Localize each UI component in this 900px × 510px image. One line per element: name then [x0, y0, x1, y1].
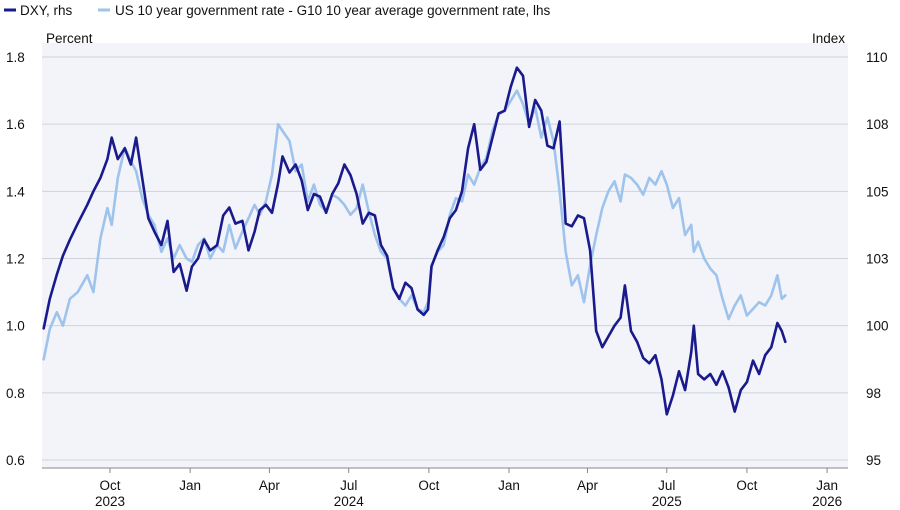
- right-tick-label: 100: [866, 319, 889, 334]
- x-tick-label: Oct: [418, 478, 439, 493]
- x-tick-label: Jan: [816, 478, 838, 493]
- right-tick-label: 98: [866, 386, 881, 401]
- legend-label-rate-spread: US 10 year government rate - G10 10 year…: [115, 3, 550, 18]
- x-tick-label: Oct: [99, 478, 120, 493]
- x-tick-label: Jul: [340, 478, 357, 493]
- series-line-rate-spread: [42, 89, 787, 361]
- x-tick-label: Jan: [498, 478, 520, 493]
- gridlines: [42, 56, 848, 461]
- axes: 0.6 0.8 1.0 1.2 1.4 1.6 1.8 95 98 100 103 105 108 110…: [6, 50, 889, 509]
- x-year-label: 2024: [334, 494, 365, 509]
- x-tick-label: Apr: [259, 478, 281, 493]
- left-tick-label: 1.2: [6, 252, 25, 267]
- legend-label-dxy: DXY, rhs: [20, 3, 73, 18]
- x-year-label: 2026: [812, 494, 842, 509]
- x-year-label: 2025: [652, 494, 682, 509]
- x-year-label: 2023: [95, 494, 125, 509]
- right-tick-label: 103: [866, 252, 889, 267]
- right-tick-label: 95: [866, 453, 881, 468]
- left-tick-label: 1.4: [6, 184, 25, 199]
- x-tick-label: Apr: [577, 478, 599, 493]
- series-line-dxy: [42, 66, 787, 416]
- left-axis-unit-label: Percent: [46, 31, 93, 46]
- legend: DXY, rhs US 10 year government rate - G1…: [4, 3, 550, 18]
- left-tick-label: 0.6: [6, 453, 25, 468]
- right-tick-label: 110: [866, 50, 888, 65]
- x-tick-label: Jan: [179, 478, 201, 493]
- plot-area: [42, 43, 848, 468]
- right-tick-label: 108: [866, 117, 889, 132]
- right-axis-unit-label: Index: [812, 31, 845, 46]
- left-tick-label: 0.8: [6, 386, 25, 401]
- series-lines: [42, 66, 787, 416]
- left-tick-label: 1.6: [6, 117, 25, 132]
- x-tick-label: Oct: [736, 478, 757, 493]
- left-tick-label: 1.8: [6, 50, 25, 65]
- right-tick-label: 105: [866, 184, 889, 199]
- x-tick-label: Jul: [658, 478, 675, 493]
- left-tick-label: 1.0: [6, 319, 25, 334]
